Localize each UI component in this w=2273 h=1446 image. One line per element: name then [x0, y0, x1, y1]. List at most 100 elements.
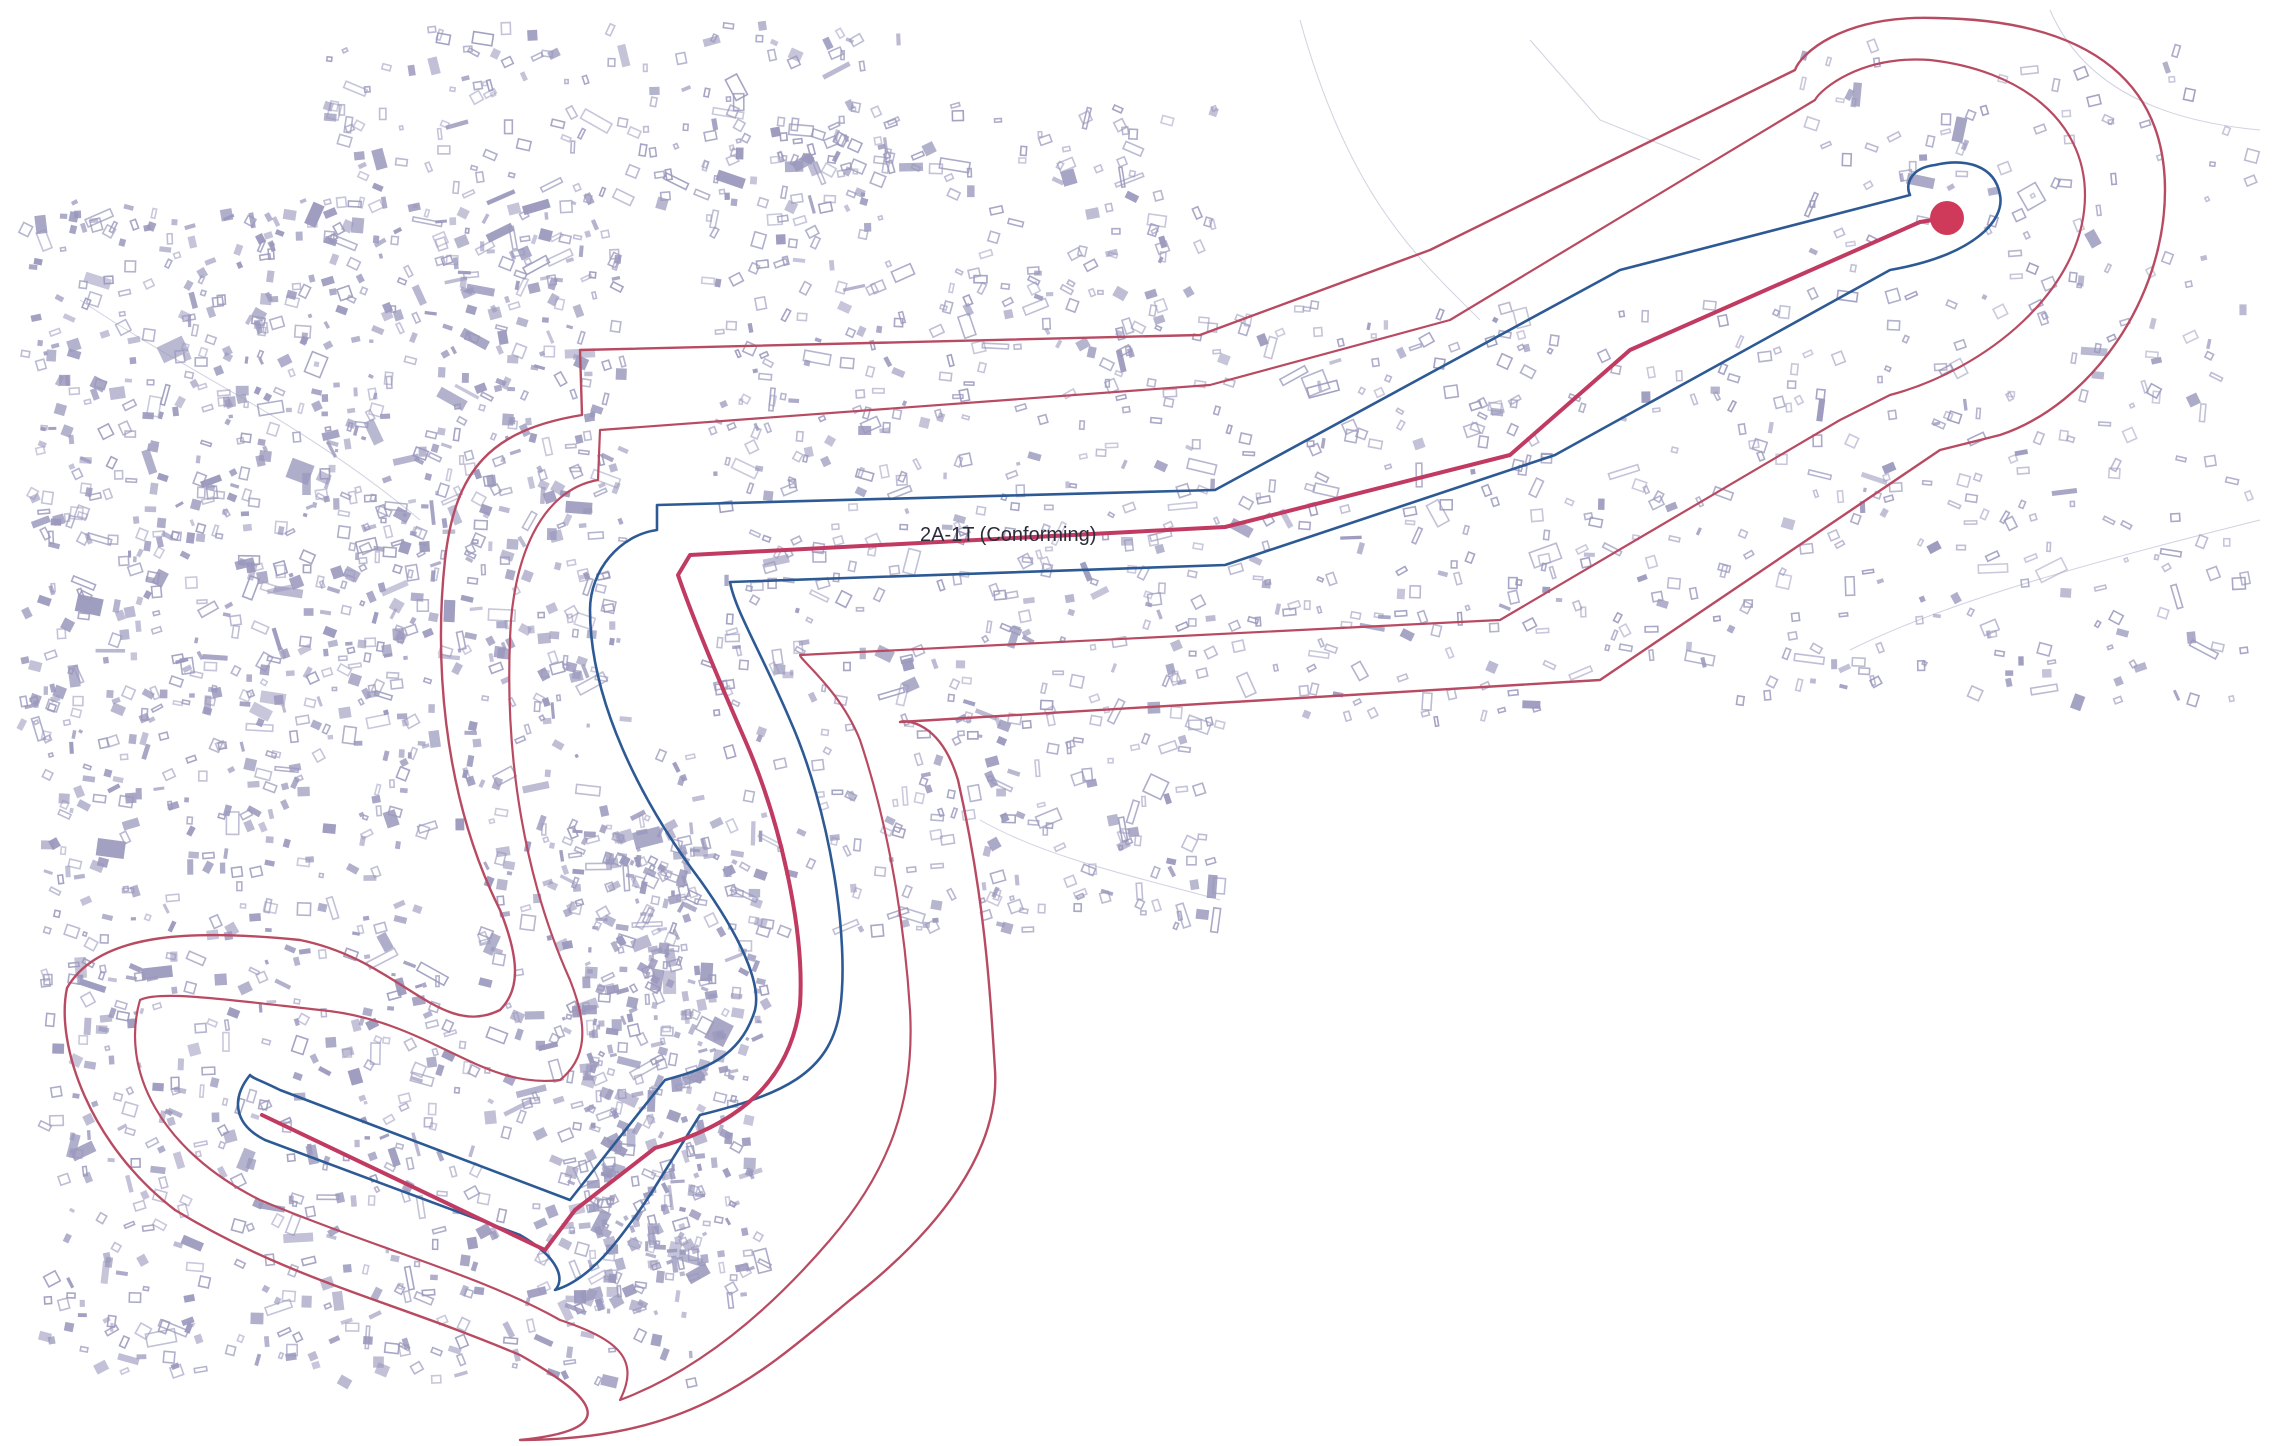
building-footprint	[1089, 643, 1097, 651]
building-footprint	[482, 87, 498, 100]
building-footprint	[1162, 520, 1175, 531]
building-footprint	[458, 454, 465, 466]
building-footprint	[153, 786, 165, 791]
building-footprint	[1496, 706, 1507, 714]
building-footprint	[1435, 307, 1445, 321]
building-footprint	[380, 196, 388, 209]
building-footprint	[681, 1311, 687, 1319]
building-footprint	[1084, 207, 1100, 220]
building-footprint	[517, 245, 533, 261]
building-footprint	[1396, 588, 1406, 600]
circle-marker-icon[interactable]	[1930, 201, 1964, 235]
building-footprint	[52, 909, 62, 919]
building-footprint	[135, 620, 142, 633]
building-footprint	[1172, 921, 1180, 931]
building-footprint	[1121, 405, 1131, 414]
building-footprint	[600, 359, 613, 372]
building-footprint	[1115, 155, 1129, 168]
building-footprint	[487, 608, 517, 622]
building-footprint	[681, 1149, 690, 1164]
building-footprint	[291, 282, 302, 291]
building-footprint	[121, 1100, 139, 1118]
building-footprint	[1366, 706, 1379, 720]
building-footprint	[150, 703, 164, 714]
building-footprint	[392, 627, 405, 641]
building-footprint	[464, 730, 477, 735]
building-footprint	[79, 1299, 85, 1307]
building-footprint	[184, 576, 199, 590]
building-footprint	[107, 977, 118, 983]
building-footprint	[1485, 660, 1499, 674]
building-footprint	[1019, 145, 1028, 157]
building-footprint	[644, 993, 651, 1006]
building-footprint	[1751, 437, 1769, 454]
building-footprint	[1726, 399, 1738, 413]
building-footprint	[132, 1199, 147, 1212]
building-footprint	[190, 323, 200, 337]
building-footprint	[353, 387, 358, 397]
building-footprint	[1416, 609, 1429, 625]
building-footprint	[2017, 499, 2027, 510]
building-footprint	[852, 838, 862, 852]
building-footprint	[984, 755, 1000, 768]
building-footprint	[196, 486, 206, 499]
building-footprint	[647, 957, 659, 971]
building-footprint	[1336, 337, 1345, 348]
building-footprint	[589, 410, 596, 418]
building-footprint	[649, 1053, 666, 1066]
building-footprint	[273, 585, 304, 599]
building-footprint	[507, 300, 521, 311]
building-footprint	[929, 828, 943, 841]
building-footprint	[113, 999, 129, 1011]
building-footprint	[1849, 512, 1862, 526]
building-footprint	[89, 375, 108, 393]
building-footprint	[702, 1220, 711, 1227]
building-footprint	[722, 1167, 732, 1179]
building-footprint	[1735, 694, 1746, 707]
building-footprint	[1509, 398, 1519, 409]
building-footprint	[2107, 609, 2125, 626]
building-footprint	[527, 476, 536, 490]
building-footprint	[1771, 308, 1781, 318]
building-footprint	[579, 572, 591, 581]
building-footprint	[157, 1318, 190, 1338]
building-footprint	[482, 80, 488, 87]
building-footprint	[594, 583, 607, 594]
building-footprint	[722, 744, 737, 760]
building-footprint	[570, 1100, 584, 1110]
building-footprint	[489, 482, 503, 497]
building-footprint	[1979, 618, 2001, 637]
building-footprint	[249, 913, 262, 922]
building-footprint	[296, 901, 312, 917]
building-footprint	[724, 1217, 732, 1226]
building-footprint	[901, 547, 922, 576]
building-footprint	[195, 533, 206, 543]
building-footprint	[1027, 451, 1042, 462]
building-footprint	[1991, 303, 2009, 320]
building-footprint	[144, 1136, 160, 1149]
building-footprint	[1015, 461, 1021, 466]
building-footprint	[729, 1273, 738, 1282]
building-footprint	[407, 498, 417, 504]
building-footprint	[336, 524, 352, 540]
building-footprint	[2061, 109, 2072, 118]
building-footprint	[231, 624, 241, 640]
building-footprint	[486, 249, 495, 254]
building-footprint	[547, 292, 560, 307]
building-footprint	[424, 429, 438, 440]
building-footprint	[47, 1336, 56, 1345]
building-footprint	[963, 381, 975, 387]
building-footprint	[571, 628, 580, 638]
building-footprint	[883, 151, 896, 165]
building-footprint	[1747, 439, 1760, 450]
building-footprint	[102, 1316, 111, 1324]
building-footprint	[263, 897, 273, 914]
building-footprint	[1298, 684, 1310, 697]
building-footprint	[615, 637, 621, 644]
building-footprint	[394, 840, 401, 850]
building-footprint	[472, 738, 482, 748]
building-footprint	[1340, 535, 1362, 540]
building-footprint	[728, 1068, 739, 1074]
building-footprint	[136, 548, 144, 558]
